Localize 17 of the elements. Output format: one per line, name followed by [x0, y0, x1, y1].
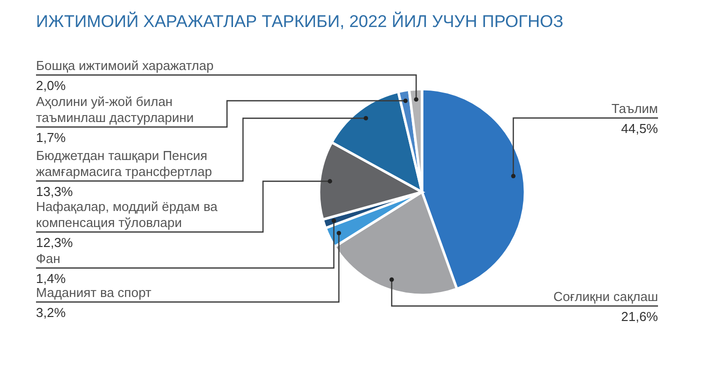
slice-label: Аҳолини уй-жой билан таъминлаш дастурларини [36, 94, 194, 125]
data-label: 13,3% [36, 184, 74, 199]
slice-label: Фан [36, 251, 60, 266]
data-label: 44,5% [621, 121, 658, 136]
slice-label: Бюджетдан ташқари Пенсия жамғармасига трансфертлар [36, 148, 212, 179]
slice-label: Соғлиқни сақлаш [553, 289, 658, 304]
data-label: 3,2% [36, 305, 66, 320]
data-label: 12,3% [36, 235, 74, 250]
slice-label: Таълим [612, 101, 658, 116]
data-label: 1,7% [36, 130, 66, 145]
slice-label: Маданият ва спорт [36, 285, 152, 300]
slice-label: Бошқа ижтимоий харажатлар [36, 58, 214, 73]
data-label: 1,4% [36, 271, 66, 286]
data-label: 2,0% [36, 78, 66, 93]
chart-title: ИЖТИМОИЙ ХАРАЖАТЛАР ТАРКИБИ, 2022 ЙИЛ УЧУН ПРОГНОЗ [36, 11, 564, 31]
data-label: 21,6% [621, 309, 658, 324]
slice-label: Нафақалар, моддий ёрдам ва компенсация тўловлари [36, 199, 218, 230]
